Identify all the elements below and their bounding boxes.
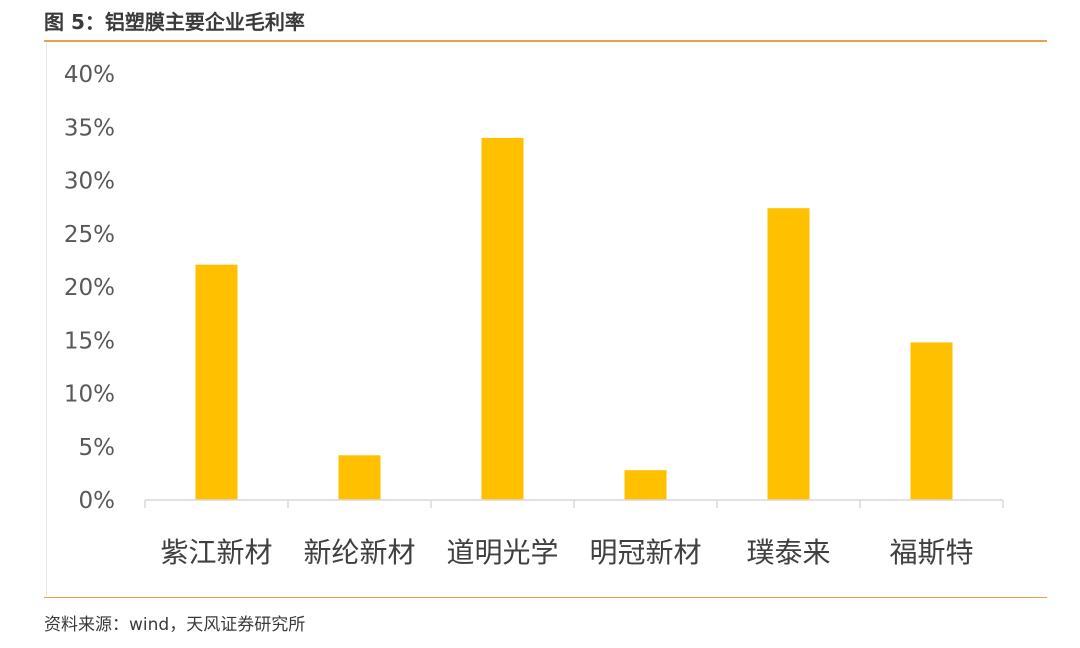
x-category-label: 璞泰来 xyxy=(746,536,830,569)
x-category-label: 紫江新材 xyxy=(160,536,272,569)
y-tick-label: 5% xyxy=(79,435,116,461)
left-border xyxy=(46,42,47,596)
figure-title: 图 5：铝塑膜主要企业毛利率 xyxy=(44,10,305,34)
bar xyxy=(195,264,238,500)
top-rule xyxy=(44,40,1047,42)
bar xyxy=(767,208,810,500)
y-tick-label: 15% xyxy=(64,328,115,354)
source-note: 资料来源：wind，天风证券研究所 xyxy=(44,615,306,635)
x-axis xyxy=(144,499,1004,508)
y-tick-label: 35% xyxy=(64,115,115,141)
bars xyxy=(195,137,953,500)
x-category-label: 明冠新材 xyxy=(589,536,701,569)
y-tick-label: 20% xyxy=(64,275,115,301)
y-axis-ticks: 0% 5% 10% 15% 20% 25% 30% 35% 40% xyxy=(64,62,115,514)
bar xyxy=(481,137,524,500)
y-tick-label: 40% xyxy=(64,62,115,88)
x-category-label: 新纶新材 xyxy=(303,536,415,569)
bar xyxy=(910,342,953,500)
bar xyxy=(338,455,381,500)
bottom-rule xyxy=(44,597,1047,598)
x-category-label: 福斯特 xyxy=(889,536,973,569)
x-category-label: 道明光学 xyxy=(446,536,558,569)
y-tick-label: 0% xyxy=(79,488,116,514)
y-tick-label: 30% xyxy=(64,169,115,195)
y-tick-label: 25% xyxy=(64,222,115,248)
x-axis-categories: 紫江新材 新纶新材 道明光学 明冠新材 璞泰来 福斯特 xyxy=(160,536,973,569)
y-tick-label: 10% xyxy=(64,382,115,408)
bar xyxy=(624,470,667,500)
